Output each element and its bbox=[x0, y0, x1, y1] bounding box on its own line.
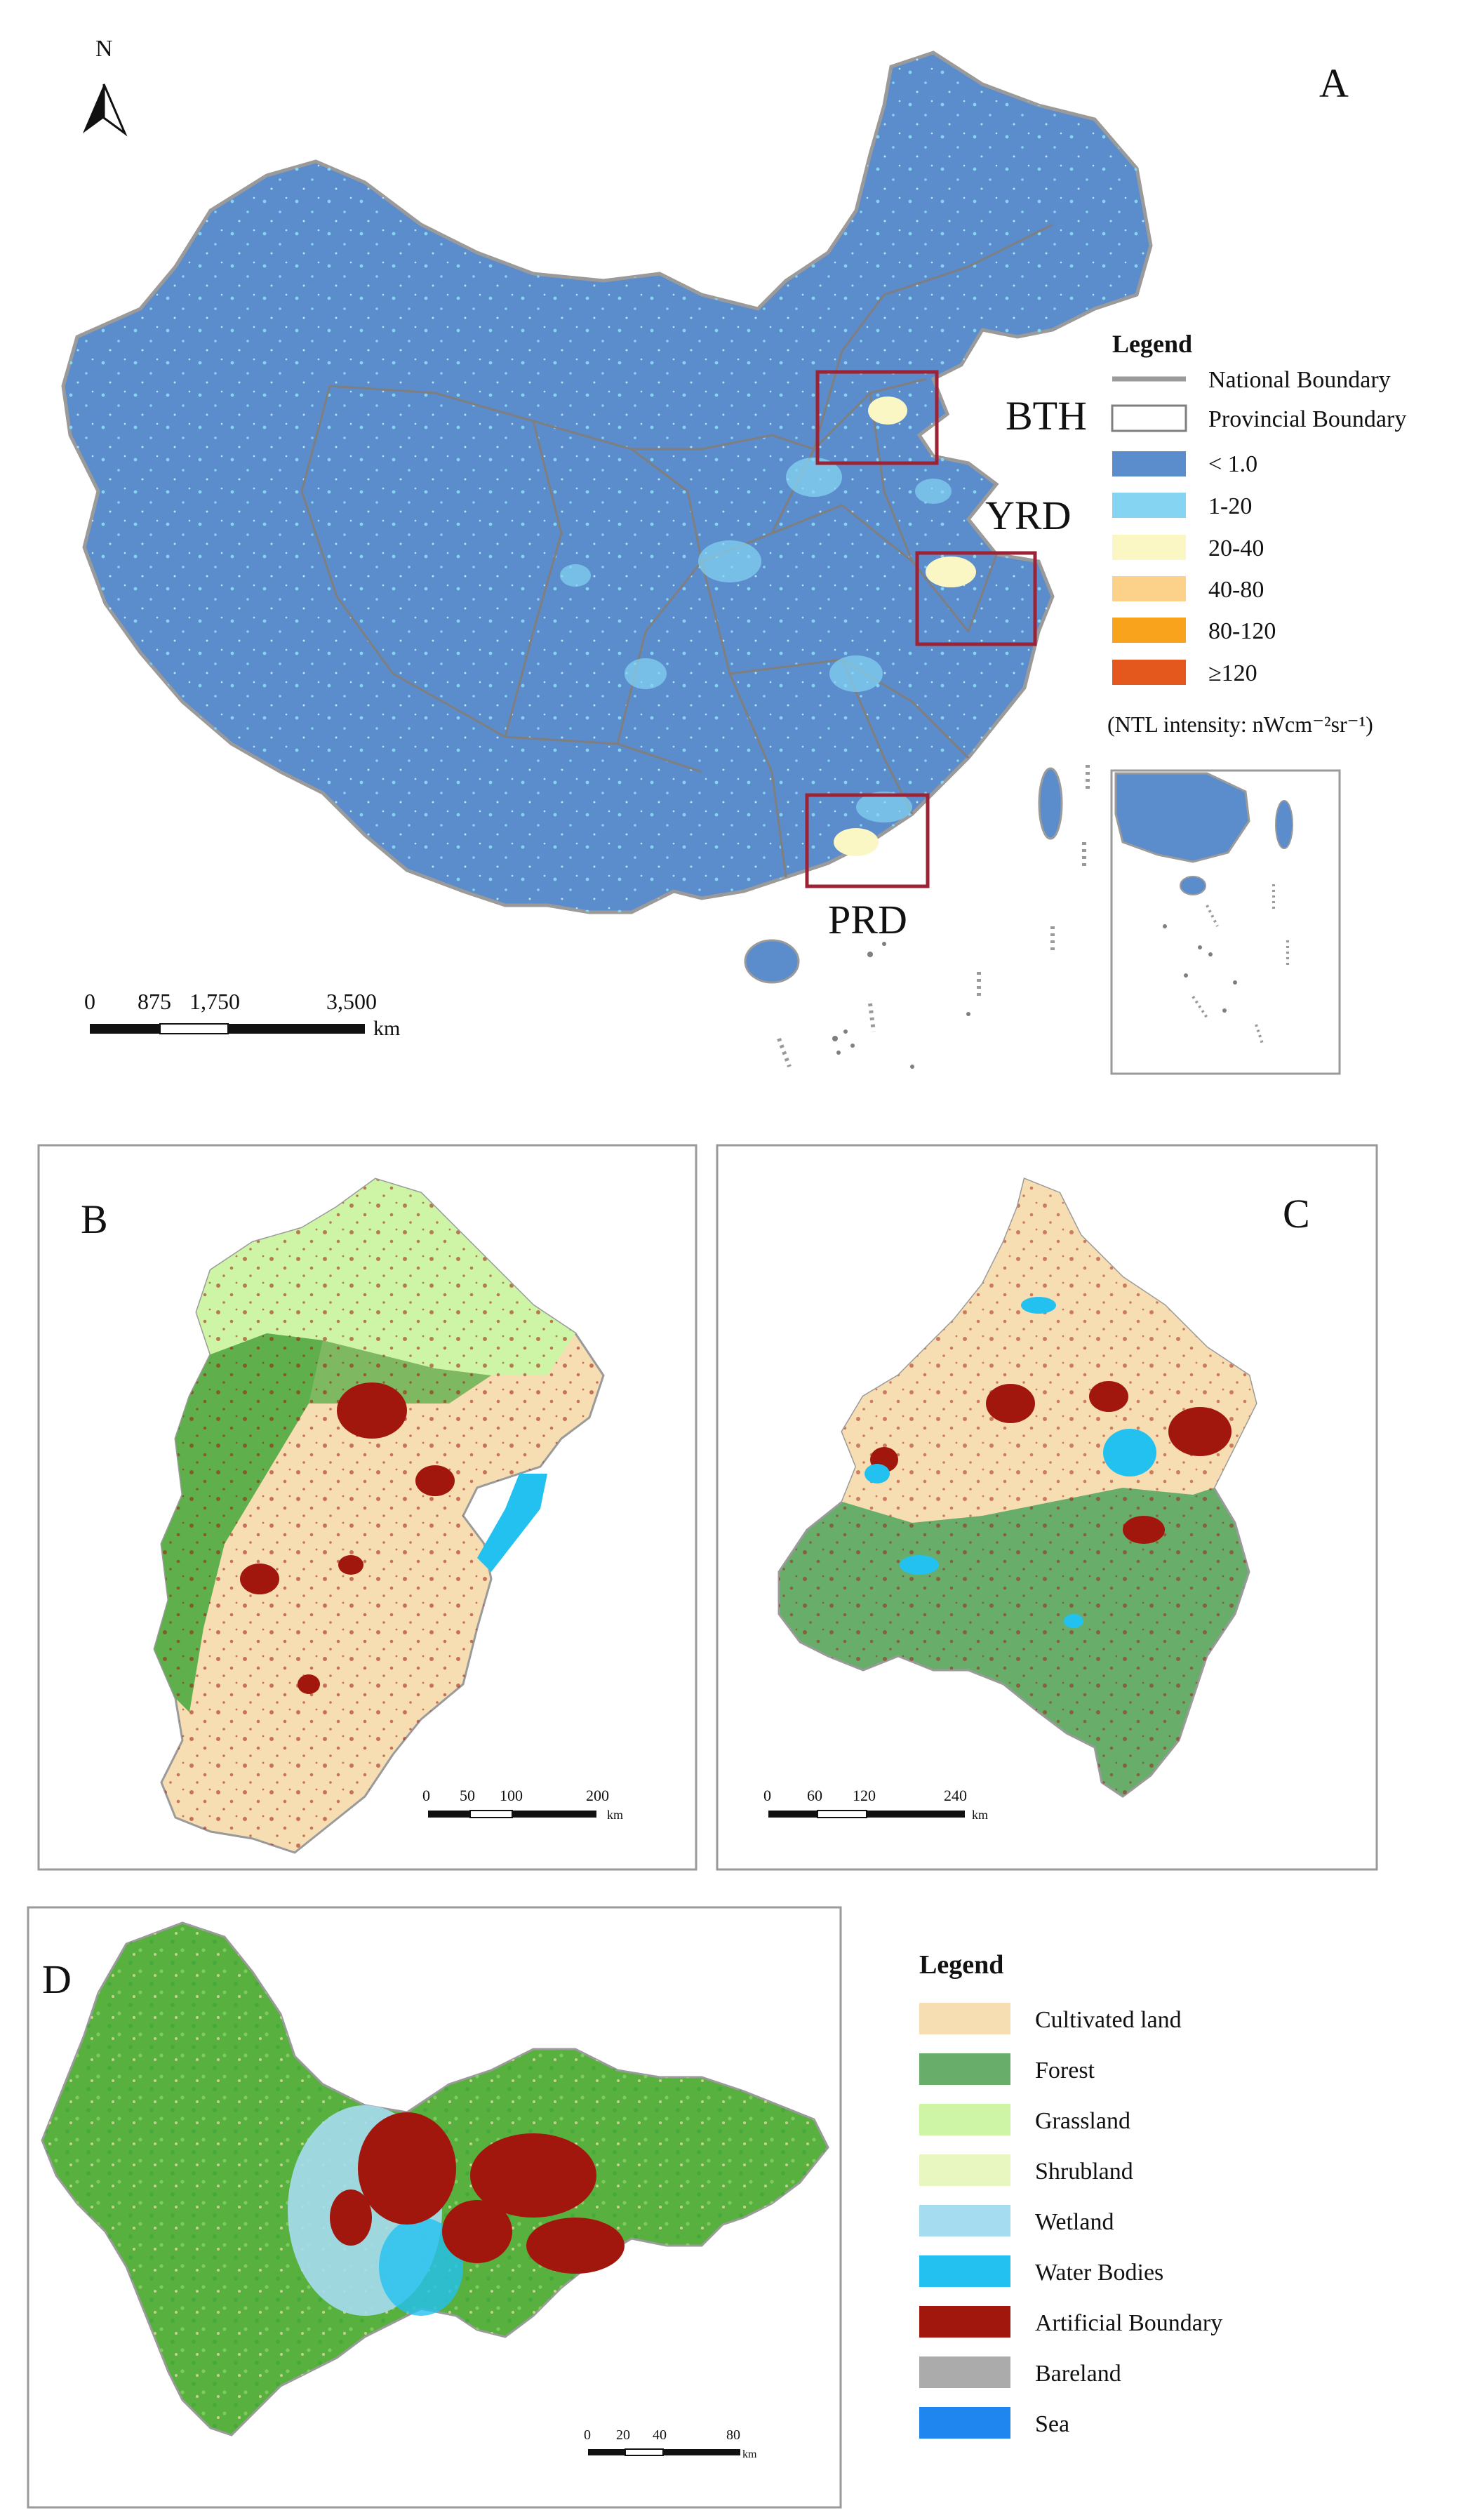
scale-d-tick-3: 80 bbox=[726, 2427, 740, 2443]
legend-d-item-2: Grassland bbox=[1035, 2108, 1130, 2134]
legend-d-item-8: Sea bbox=[1035, 2411, 1069, 2437]
bth-region-box bbox=[815, 370, 939, 465]
prd-label: PRD bbox=[828, 897, 907, 942]
sea-boundary-dashes bbox=[777, 765, 1090, 1068]
scale-b-tick-2: 100 bbox=[500, 1787, 523, 1804]
legend-d-title: Legend bbox=[919, 1950, 1003, 1980]
north-arrow-icon: N bbox=[83, 36, 128, 137]
yrd-region-box bbox=[915, 551, 1037, 646]
legend-d-item-3: Shrubland bbox=[1035, 2159, 1133, 2185]
scale-b-tick-1: 50 bbox=[460, 1787, 475, 1804]
scale-c-tick-2: 120 bbox=[853, 1787, 876, 1804]
panel-a-scale-bar: 0 875 1,750 3,500 km bbox=[84, 989, 400, 1040]
legend-d-item-6: Artificial Boundary bbox=[1035, 2310, 1222, 2336]
legend-a-item-2: < 1.0 bbox=[1208, 451, 1257, 477]
panel-d-label: D bbox=[42, 1956, 72, 2002]
yrd-urban-cores bbox=[870, 1381, 1232, 1544]
panel-d-legend: Legend Cultivated land Forest Grassland … bbox=[919, 1950, 1222, 2439]
legend-d-item-4: Wetland bbox=[1035, 2209, 1114, 2235]
legend-a-swatch-6 bbox=[1112, 618, 1186, 643]
bth-label: BTH bbox=[1006, 393, 1087, 439]
legend-d-swatch-8 bbox=[919, 2407, 1010, 2439]
yrd-label: YRD bbox=[985, 493, 1071, 538]
scale-a-tick-2: 1,750 bbox=[189, 989, 240, 1014]
panel-c-scale-bar: 0 60 120 240 km bbox=[763, 1787, 988, 1822]
legend-a-item-7: ≥120 bbox=[1208, 660, 1257, 686]
provincial-boundaries bbox=[300, 223, 1053, 878]
legend-a-item-1: Provincial Boundary bbox=[1208, 406, 1406, 432]
hainan-island bbox=[744, 939, 800, 984]
panel-b: B 0 50 100 200 km bbox=[37, 1144, 698, 1871]
scale-b-tick-0: 0 bbox=[422, 1787, 430, 1804]
legend-a-item-0: National Boundary bbox=[1208, 367, 1391, 393]
panel-a-label: A bbox=[1319, 60, 1349, 106]
south-china-sea-inset bbox=[1110, 769, 1341, 1075]
panel-b-scale-bar: 0 50 100 200 km bbox=[422, 1787, 623, 1822]
prd-region-box bbox=[805, 793, 930, 888]
legend-a-swatch-7 bbox=[1112, 660, 1186, 685]
south-sea-islets bbox=[832, 942, 970, 1069]
legend-a-swatch-4 bbox=[1112, 535, 1186, 560]
legend-a-item-4: 20-40 bbox=[1208, 535, 1264, 561]
bth-urban-cores bbox=[240, 1382, 455, 1694]
bth-coast-water bbox=[477, 1474, 547, 1572]
legend-a-provincial-swatch bbox=[1111, 404, 1187, 432]
scale-d-tick-1: 20 bbox=[616, 2427, 630, 2443]
bth-urban-speckle bbox=[154, 1179, 603, 1853]
prd-urban-cores bbox=[330, 2112, 625, 2274]
taiwan-island bbox=[1038, 767, 1063, 840]
scale-b-tick-3: 200 bbox=[586, 1787, 609, 1804]
legend-d-swatch-0 bbox=[919, 2003, 1010, 2034]
north-label: N bbox=[95, 36, 113, 62]
scale-d-tick-0: 0 bbox=[584, 2427, 591, 2443]
panel-d: D 0 20 40 80 km Legend Cultiva bbox=[27, 1906, 1222, 2509]
scale-c-tick-1: 60 bbox=[807, 1787, 822, 1804]
legend-a-swatch-5 bbox=[1112, 576, 1186, 601]
scale-a-unit: km bbox=[373, 1017, 400, 1040]
panel-a-legend: Legend National Boundary Provincial Boun… bbox=[1107, 330, 1406, 737]
legend-d-swatch-1 bbox=[919, 2053, 1010, 2085]
scale-a-tick-1: 875 bbox=[138, 989, 171, 1014]
legend-d-item-0: Cultivated land bbox=[1035, 2007, 1182, 2033]
legend-d-swatch-4 bbox=[919, 2205, 1010, 2236]
legend-d-swatch-6 bbox=[919, 2306, 1010, 2338]
legend-a-swatch-3 bbox=[1112, 493, 1186, 518]
legend-d-swatch-5 bbox=[919, 2255, 1010, 2287]
scale-c-unit: km bbox=[972, 1808, 988, 1822]
legend-d-item-7: Bareland bbox=[1035, 2361, 1121, 2387]
scale-d-tick-2: 40 bbox=[653, 2427, 667, 2443]
legend-a-item-3: 1-20 bbox=[1208, 493, 1252, 519]
legend-a-unit-note: (NTL intensity: nWcm⁻²sr⁻¹) bbox=[1107, 712, 1373, 737]
urban-light-patches bbox=[560, 396, 976, 856]
scale-b-unit: km bbox=[607, 1808, 623, 1822]
scale-a-tick-0: 0 bbox=[84, 989, 95, 1014]
scale-d-unit: km bbox=[742, 2448, 757, 2460]
panel-d-scale-bar: 0 20 40 80 km bbox=[584, 2427, 757, 2460]
legend-d-swatch-3 bbox=[919, 2154, 1010, 2186]
legend-d-item-1: Forest bbox=[1035, 2058, 1095, 2084]
scale-a-tick-3: 3,500 bbox=[326, 989, 377, 1014]
panel-a: A N bbox=[61, 36, 1406, 1075]
panel-c: C 0 60 120 240 km bbox=[716, 1144, 1378, 1871]
yrd-water-bodies bbox=[865, 1297, 1156, 1628]
legend-a-item-5: 40-80 bbox=[1208, 577, 1264, 603]
scale-c-tick-3: 240 bbox=[944, 1787, 967, 1804]
legend-d-swatch-2 bbox=[919, 2104, 1010, 2135]
legend-a-title: Legend bbox=[1112, 330, 1192, 358]
legend-d-swatch-7 bbox=[919, 2356, 1010, 2388]
panel-c-label: C bbox=[1283, 1191, 1310, 1236]
scale-c-tick-0: 0 bbox=[763, 1787, 771, 1804]
legend-a-swatch-2 bbox=[1112, 451, 1186, 476]
yrd-urban-speckle bbox=[779, 1179, 1256, 1796]
legend-a-item-6: 80-120 bbox=[1208, 618, 1276, 644]
panel-b-label: B bbox=[81, 1196, 108, 1242]
ntl-light-speckle bbox=[63, 53, 1151, 912]
legend-d-item-5: Water Bodies bbox=[1035, 2260, 1163, 2286]
